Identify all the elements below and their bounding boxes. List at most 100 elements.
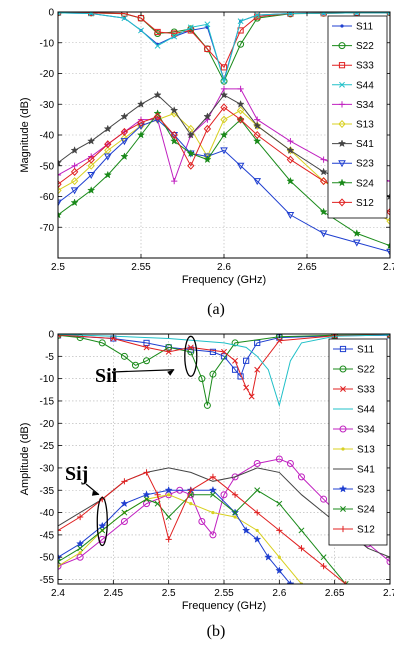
data-point-s41: [236, 99, 245, 108]
data-point-s24: [319, 207, 328, 216]
y-tick-label: -55: [40, 575, 55, 586]
data-point-s23: [76, 539, 85, 548]
data-point-s22: [165, 343, 173, 351]
x-tick-label: 2.6: [272, 588, 286, 599]
data-point-s24: [58, 558, 61, 565]
data-point-s23: [319, 230, 328, 238]
legend-marker: [338, 42, 346, 50]
legend-item-s23: S23: [332, 159, 374, 170]
data-point-s34: [297, 473, 305, 481]
sij-label: Sij: [65, 463, 88, 485]
data-point-s12: [286, 155, 295, 164]
legend-box: [328, 338, 388, 546]
data-point-s11: [243, 357, 250, 364]
data-point-s44: [320, 12, 327, 17]
legend-item-s11: S11: [333, 345, 374, 356]
legend-item-s22: S22: [333, 365, 375, 376]
data-point-s12: [104, 140, 112, 149]
legend-marker: [340, 386, 346, 392]
x-axis-label: Frequency (GHz): [182, 274, 266, 286]
data-point-s24: [143, 496, 150, 503]
legend-label: S24: [357, 505, 375, 516]
y-tick-label: 0: [48, 330, 54, 341]
data-point-s34: [58, 562, 62, 570]
legend-marker: [338, 119, 346, 129]
data-point-s11: [254, 339, 261, 347]
data-point-s23: [286, 579, 295, 584]
data-point-s23: [236, 162, 245, 170]
sij-ellipse: [96, 496, 108, 547]
data-point-s33: [248, 393, 255, 400]
data-point-s24: [87, 186, 96, 194]
sij-arrowhead: [91, 490, 99, 496]
y-tick-label: -40: [40, 131, 55, 142]
y-tick-label: -70: [40, 223, 55, 234]
data-point-s23: [352, 239, 361, 247]
data-point-s34: [171, 178, 178, 185]
data-point-s33: [58, 334, 61, 338]
sij-arrow: [85, 483, 100, 496]
data-point-s34: [58, 171, 62, 179]
data-point-s33: [243, 384, 250, 391]
legend-marker: [338, 484, 348, 493]
data-point-s12: [87, 155, 95, 164]
x-tick-label: 2.6: [217, 262, 231, 273]
data-point-s12: [231, 491, 239, 498]
data-point-s23: [286, 211, 295, 219]
legend-item-s44: S44: [332, 80, 374, 91]
chart-panel-b: 2.4 2.45 2.5 2.55 2.6 2.65 2.7 0 -5 -10 -15 -20 -25 -…: [19, 330, 394, 641]
data-point-s33: [204, 45, 211, 52]
data-point-s24: [352, 229, 361, 237]
data-point-s33: [165, 348, 172, 355]
legend-label: S13: [357, 445, 375, 456]
data-point-s22: [198, 375, 206, 383]
data-point-s33: [254, 13, 261, 20]
data-point-s41: [87, 136, 96, 145]
sii-arrow: [111, 369, 175, 373]
data-point-s44: [171, 33, 178, 40]
data-point-s41: [186, 130, 195, 139]
series-group: [58, 12, 390, 256]
data-point-s33: [220, 64, 228, 71]
data-point-s23: [142, 490, 151, 499]
data-point-s23: [275, 566, 284, 575]
data-point-s22: [231, 339, 239, 347]
data-point-s12: [209, 473, 217, 480]
data-point-s22: [76, 334, 84, 342]
sii-arrowhead: [167, 369, 175, 376]
y-tick-label: -45: [40, 530, 55, 541]
data-point-s44: [237, 18, 244, 25]
data-point-s24: [120, 152, 129, 161]
data-point-s12: [187, 161, 195, 170]
data-point-s24: [320, 554, 327, 561]
data-point-s24: [121, 509, 128, 516]
data-point-s34: [231, 473, 239, 481]
legend-marker: [339, 525, 347, 533]
data-point-s13: [386, 217, 390, 226]
data-point-s12: [276, 527, 283, 534]
data-point-s41: [103, 124, 112, 133]
legend-marker: [340, 506, 346, 512]
data-point-s41: [120, 112, 129, 121]
data-point-s22: [220, 77, 228, 85]
series-line-s11: [58, 334, 390, 378]
legend-marker: [339, 425, 347, 433]
legend-label: S13: [356, 120, 374, 131]
legend-marker: [340, 24, 344, 28]
data-point-s34: [120, 518, 128, 525]
data-point-s44: [221, 78, 227, 85]
data-point-s41: [153, 90, 162, 99]
data-point-s34: [209, 531, 217, 539]
data-point-s12: [254, 509, 261, 516]
data-point-s22: [120, 352, 128, 360]
data-point-s23: [58, 199, 62, 207]
data-point-s23: [253, 535, 262, 543]
data-point-s12: [121, 478, 128, 485]
data-point-s41: [170, 106, 179, 114]
data-point-s34: [320, 156, 327, 163]
data-point-s41: [70, 146, 79, 154]
data-point-s34: [253, 459, 261, 467]
data-point-s13: [87, 161, 95, 170]
data-point-s13: [236, 106, 245, 115]
